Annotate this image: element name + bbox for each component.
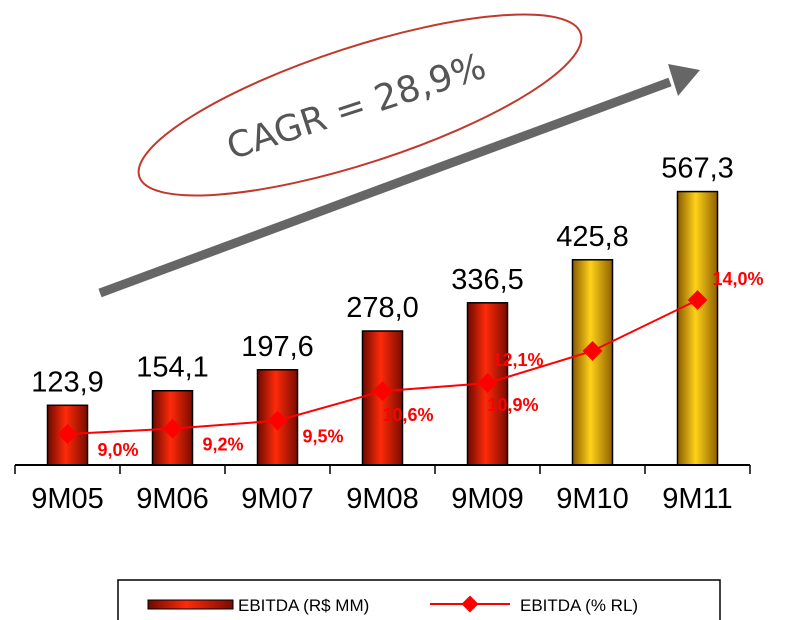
x-label-9m09: 9M09 [451, 483, 524, 515]
line-point-9m06 [162, 418, 183, 439]
x-label-9m06: 9M06 [136, 483, 209, 515]
line-point-9m08 [372, 381, 393, 402]
cagr-ellipse [137, 13, 583, 197]
line-value-labels: 9,0% 9,2% 9,5% 10,6% 10,9% 12,1% 14,0% [98, 269, 764, 460]
legend: EBITDA (R$ MM) EBITDA (% RL) [117, 579, 721, 620]
bar-9m10 [571, 259, 614, 466]
line-value-label: 10,9% [488, 395, 539, 415]
line-value-label: 9,5% [303, 427, 344, 447]
line-value-label: 12,1% [493, 350, 544, 370]
x-label-9m05: 9M05 [31, 483, 104, 515]
x-label-9m07: 9M07 [241, 483, 314, 515]
bar-value-label: 123,9 [31, 366, 104, 398]
legend-bar-swatch [147, 599, 234, 610]
line-point-9m05 [57, 424, 78, 444]
bar-value-labels: 123,9 154,1 197,6 278,0 336,5 425,8 567,3 [31, 153, 734, 399]
line-value-label: 9,0% [98, 440, 139, 460]
line-point-9m07 [267, 410, 288, 431]
bar-9m11 [676, 190, 719, 466]
line-point-9m09 [477, 373, 498, 393]
bar-value-label: 154,1 [136, 352, 209, 384]
line-value-label: 14,0% [713, 269, 764, 289]
x-label-9m08: 9M08 [346, 483, 419, 515]
growth-arrow-head [668, 64, 700, 96]
bar-value-label: 197,6 [241, 331, 314, 363]
growth-arrow-shaft [98, 77, 672, 298]
x-label-9m11: 9M11 [662, 483, 732, 515]
line-point-9m10 [582, 341, 603, 361]
bar-value-label: 278,0 [346, 292, 419, 324]
line-point-9m11 [687, 290, 708, 310]
bar-value-label: 567,3 [661, 153, 734, 185]
legend-line-label: EBITDA (% RL) [520, 596, 638, 615]
bar-value-label: 336,5 [451, 264, 524, 296]
bar-value-label: 425,8 [556, 221, 629, 253]
x-axis-ticks [14, 465, 751, 474]
x-axis-labels: 9M05 9M06 9M07 9M08 9M09 9M10 9M11 [31, 483, 732, 515]
line-value-label: 9,2% [203, 435, 244, 455]
line-value-label: 10,6% [383, 405, 434, 425]
legend-bar-label: EBITDA (R$ MM) [238, 596, 369, 615]
line-series [57, 290, 708, 444]
x-label-9m10: 9M10 [556, 483, 629, 515]
legend-line-marker [461, 595, 479, 613]
cagr-label: CAGR = 28,9% [222, 46, 491, 168]
